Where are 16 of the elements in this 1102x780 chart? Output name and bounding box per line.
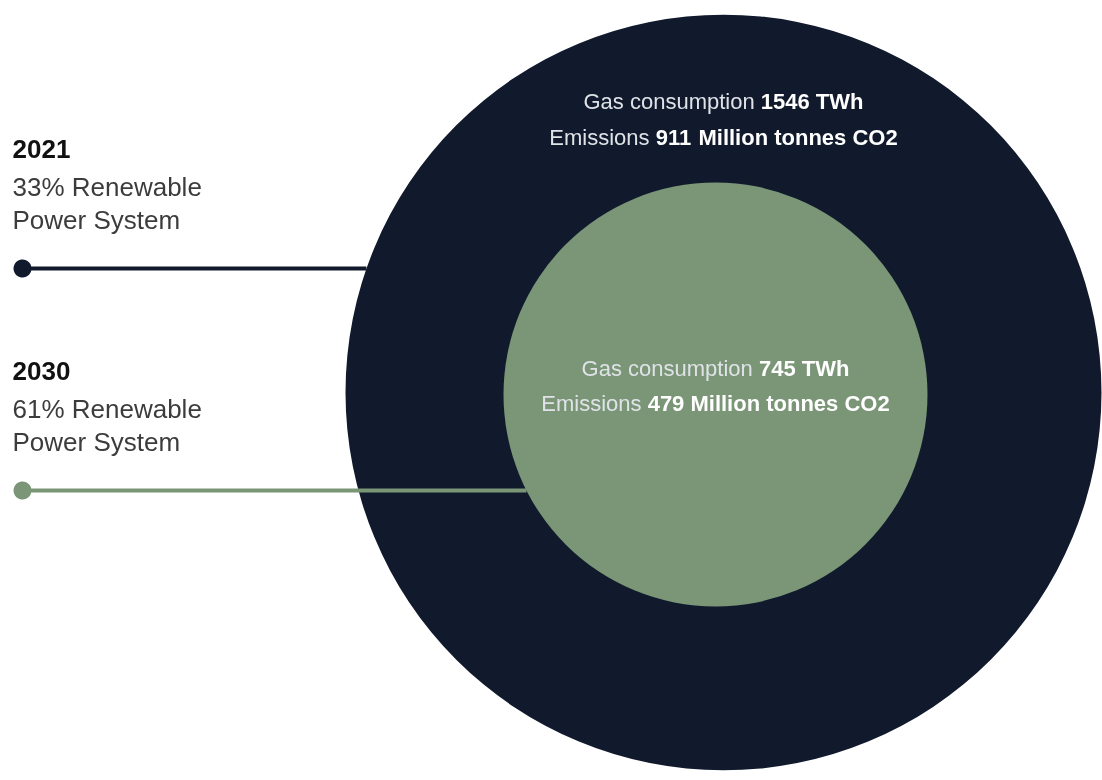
data-label: 479 [647, 391, 685, 416]
text: Emissions [549, 125, 650, 150]
data-label: 745 [758, 356, 796, 381]
text: Million tonnes CO2 [698, 125, 898, 150]
data-label: 1546 [760, 89, 810, 114]
text: 61% Renewable Power System [12, 393, 202, 457]
text: 33% Renewable Power System [12, 171, 202, 235]
data-label: 911 [655, 125, 692, 150]
text: TWh [801, 356, 850, 381]
text: Emissions [541, 391, 642, 416]
category-label: 2021 [12, 133, 71, 164]
text: Gas consumption [583, 89, 755, 114]
category-label: 2030 [12, 355, 71, 386]
text: Million tonnes CO2 [690, 391, 890, 416]
text: TWh [815, 89, 864, 114]
text: Gas consumption [581, 356, 753, 381]
